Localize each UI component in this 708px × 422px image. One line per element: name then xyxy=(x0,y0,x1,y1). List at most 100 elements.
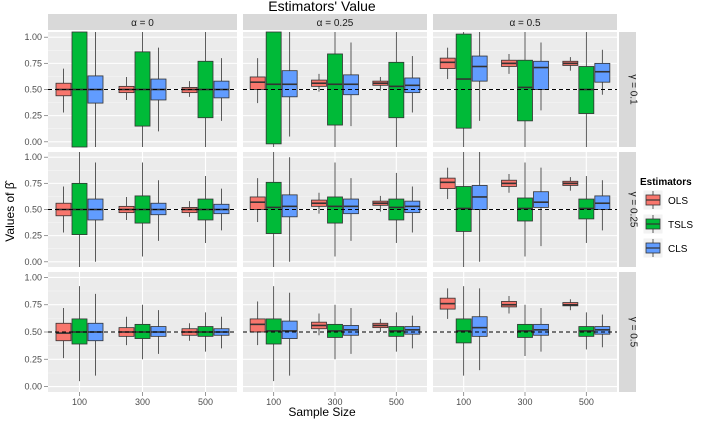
facet-panel xyxy=(433,152,617,267)
box-tsls xyxy=(388,312,405,352)
box-tsls xyxy=(134,304,151,360)
facet-panel xyxy=(48,31,237,148)
box-tsls xyxy=(455,286,472,376)
facet-panel xyxy=(243,31,427,147)
col-strip xyxy=(48,14,237,30)
box-iqr xyxy=(388,61,405,119)
y-tick-label: 0.75 xyxy=(24,58,42,68)
box-cls xyxy=(533,167,549,247)
x-tick-label: 500 xyxy=(579,397,594,407)
box-iqr xyxy=(249,196,266,210)
box-iqr xyxy=(265,31,282,145)
box-iqr xyxy=(281,320,298,339)
facet-panel xyxy=(433,32,617,147)
y-tick-label: 0.50 xyxy=(24,205,42,215)
box-tsls xyxy=(265,152,282,267)
box-ols xyxy=(249,58,266,104)
y-tick-label: 0.75 xyxy=(24,300,42,310)
legend-label: CLS xyxy=(668,244,688,255)
legend-key-cls: CLS xyxy=(642,237,688,259)
x-tick-label: 300 xyxy=(327,397,342,407)
col-strip-label: α = 0.25 xyxy=(317,18,354,29)
col-strip-label: α = 0 xyxy=(131,18,154,29)
row-strip-label: γ = 0.5 xyxy=(628,317,639,348)
legend-label: TSLS xyxy=(668,220,693,231)
facet-panel xyxy=(48,152,237,267)
box-iqr xyxy=(249,318,266,333)
facet-panel xyxy=(433,272,617,392)
legend-label: OLS xyxy=(668,196,688,207)
col-strip xyxy=(243,14,427,30)
row-strip xyxy=(619,32,636,147)
box-ols xyxy=(439,167,456,200)
legend-keys: OLS TSLS CLS xyxy=(642,189,693,259)
facet-panel xyxy=(48,272,237,392)
box-cls xyxy=(471,32,488,121)
box-ols xyxy=(311,73,327,92)
box-cls xyxy=(281,32,298,137)
box-ols xyxy=(372,76,389,91)
box-iqr xyxy=(388,198,405,221)
row-strip xyxy=(619,272,636,392)
y-tick-label: 0.00 xyxy=(24,137,42,147)
box-iqr xyxy=(455,33,472,129)
col-strip-label: α = 0.5 xyxy=(509,18,541,29)
box-tsls xyxy=(71,152,88,267)
row-strip-label: γ = 0.1 xyxy=(628,74,639,105)
box-tsls xyxy=(265,31,282,147)
box-cls xyxy=(343,42,359,127)
box-iqr xyxy=(439,177,456,189)
box-cls xyxy=(343,178,359,241)
box-tsls xyxy=(455,152,472,267)
box-iqr xyxy=(327,196,343,224)
box-ols xyxy=(439,288,456,319)
legend: Estimators OLS TSLS CLS xyxy=(640,177,693,259)
box-tsls xyxy=(265,286,282,382)
box-ols xyxy=(501,296,517,314)
box-iqr xyxy=(471,316,488,337)
box-tsls xyxy=(327,162,343,257)
box-cls xyxy=(594,49,611,95)
y-tick-label: 0.25 xyxy=(24,111,42,121)
box-iqr xyxy=(533,60,549,90)
box-ols xyxy=(372,318,389,332)
box-tsls xyxy=(455,32,472,147)
y-tick-label: 0.50 xyxy=(24,327,42,337)
row-strip-label: γ = 0.25 xyxy=(628,192,639,228)
box-tsls xyxy=(134,32,151,147)
box-cls xyxy=(281,292,298,376)
box-iqr xyxy=(533,191,549,208)
y-tick-label: 0.75 xyxy=(24,178,42,188)
legend-key-tsls: TSLS xyxy=(642,213,693,235)
x-tick-label: 100 xyxy=(266,397,281,407)
box-tsls xyxy=(388,172,405,243)
box-ols xyxy=(372,195,389,212)
y-tick-label: 0.00 xyxy=(24,382,42,392)
y-tick-label: 1.00 xyxy=(24,152,42,162)
box-iqr xyxy=(471,55,488,82)
box-ols xyxy=(311,313,327,336)
y-tick-label: 0.25 xyxy=(24,354,42,364)
box-cls xyxy=(87,162,104,262)
facet-panel xyxy=(243,272,427,392)
x-tick-label: 300 xyxy=(517,397,532,407)
box-tsls xyxy=(327,304,343,360)
legend-key-ols: OLS xyxy=(642,189,688,211)
x-tick-label: 500 xyxy=(389,397,404,407)
box-ols xyxy=(501,53,517,74)
box-cls xyxy=(594,180,611,231)
box-ols xyxy=(562,57,579,71)
y-tick-label: 0.00 xyxy=(24,257,42,267)
box-ols xyxy=(311,192,327,214)
box-tsls xyxy=(578,176,595,243)
box-iqr xyxy=(439,57,456,69)
box-iqr xyxy=(594,62,611,83)
box-tsls xyxy=(517,304,533,356)
y-tick-label: 0.25 xyxy=(24,231,42,241)
legend-title: Estimators xyxy=(640,177,692,188)
x-tick-label: 300 xyxy=(135,397,150,407)
box-iqr xyxy=(517,59,533,122)
col-strip xyxy=(433,14,617,30)
x-axis-title: Sample Size xyxy=(288,405,356,419)
box-cls xyxy=(533,42,549,111)
